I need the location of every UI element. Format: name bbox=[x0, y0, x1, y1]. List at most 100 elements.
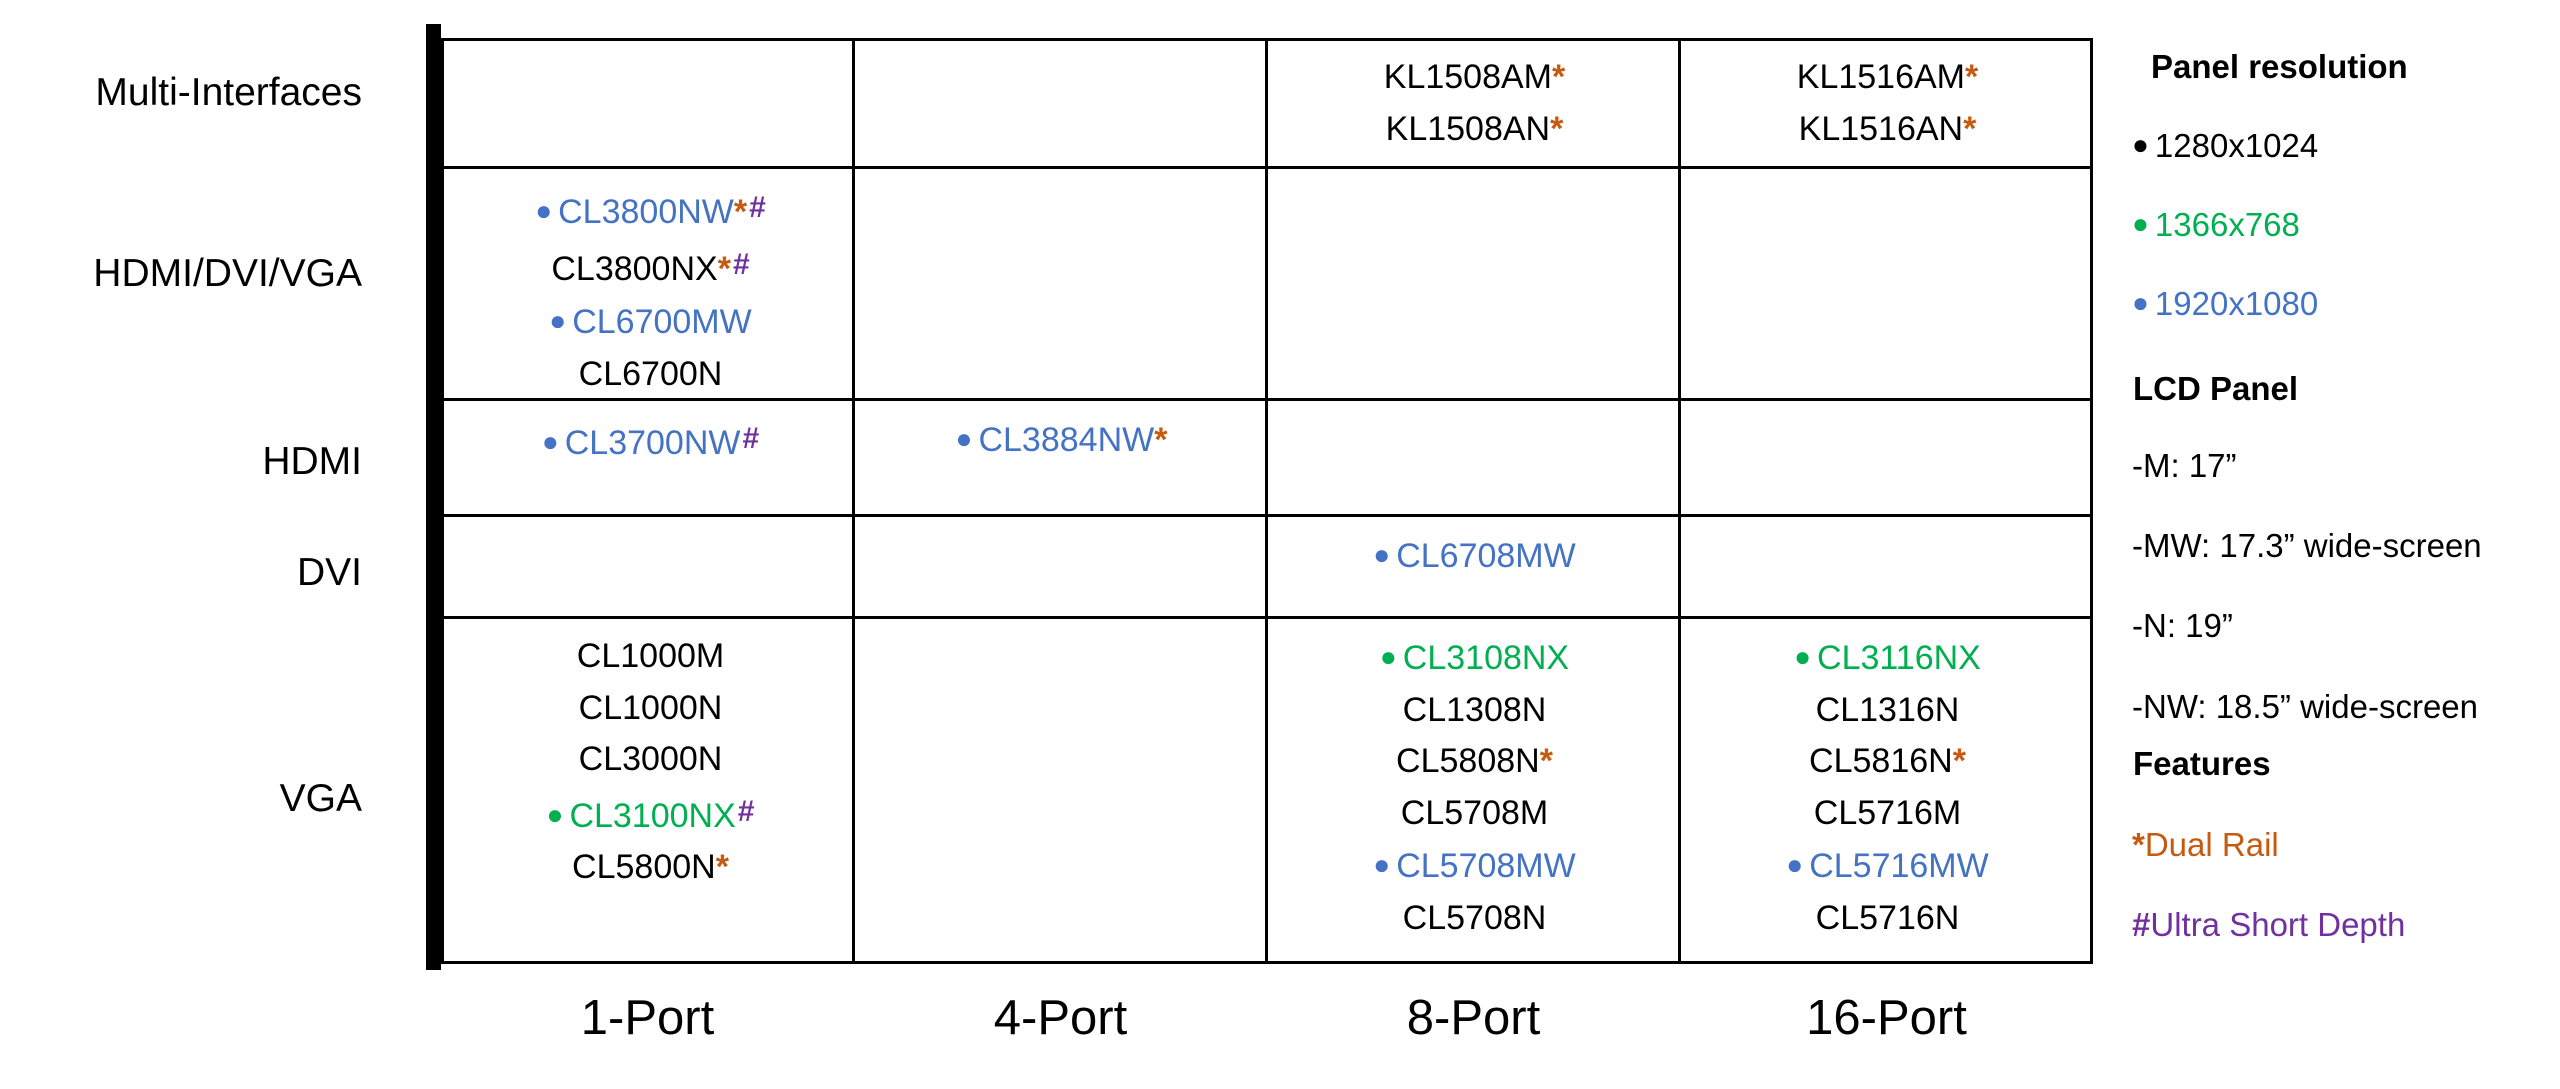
dot-icon: ● bbox=[2132, 129, 2149, 160]
dot-icon: ● bbox=[535, 195, 553, 226]
column-label-1-port: 1-Port bbox=[580, 991, 715, 1045]
cell-vga-16-port: ● CL3116NX CL1316N CL5816N* CL5716M ● CL5716MW… bbox=[1681, 631, 2094, 944]
legend-label: Dual Rail bbox=[2144, 826, 2279, 863]
model-item: CL5708M bbox=[1401, 788, 1548, 840]
column-divider bbox=[1265, 38, 1268, 964]
model-name: CL5716N bbox=[1815, 898, 1960, 937]
legend-item-1280x1024: ● 1280x1024 bbox=[2132, 127, 2318, 165]
legend-lcd-panel-title: LCD Panel bbox=[2133, 370, 2299, 407]
model-name: CL3800NX bbox=[551, 249, 718, 288]
model-name: CL6708MW bbox=[1396, 537, 1576, 575]
model-name: CL5708N bbox=[1402, 898, 1547, 937]
legend-lcd-nw: -NW: 18.5” wide-screen bbox=[2132, 688, 2479, 725]
model-item: CL5716M bbox=[1814, 788, 1961, 840]
column-divider bbox=[1678, 38, 1681, 964]
model-name: CL3800NW bbox=[558, 193, 734, 231]
model-item: CL3000N bbox=[579, 734, 723, 786]
model-name: CL5816N bbox=[1809, 742, 1953, 780]
model-item: ● CL3700NW# bbox=[542, 413, 759, 470]
dot-icon: ● bbox=[2132, 287, 2149, 318]
vertical-axis-bar bbox=[426, 24, 441, 970]
dot-icon: ● bbox=[541, 426, 559, 457]
model-name: CL5708M bbox=[1400, 793, 1549, 832]
legend-lcd-n: -N: 19” bbox=[2132, 607, 2233, 644]
model-item: CL5808N* bbox=[1396, 736, 1553, 788]
cell-hdmi-dvi-vga-1-port: ● CL3800NW*# CL3800NX*# ● CL6700MW CL6700N bbox=[444, 182, 857, 400]
row-label-vga: VGA bbox=[279, 777, 362, 820]
model-item: CL5816N* bbox=[1809, 736, 1966, 788]
ultra-short-depth-icon: # bbox=[749, 191, 766, 224]
dot-icon: ● bbox=[546, 798, 564, 830]
model-item: ● CL5708MW bbox=[1373, 839, 1575, 893]
model-item: KL1516AM* bbox=[1797, 52, 1978, 104]
dual-rail-icon: * bbox=[1154, 421, 1168, 459]
model-item: CL1000M bbox=[577, 631, 724, 683]
model-item: ● CL3108NX bbox=[1380, 631, 1569, 685]
legend-panel-resolution-title: Panel resolution bbox=[2151, 48, 2408, 85]
dot-icon: ● bbox=[2132, 208, 2149, 239]
dot-icon: ● bbox=[549, 305, 567, 336]
model-name: CL5808N bbox=[1396, 742, 1540, 780]
column-label-16-port: 16-Port bbox=[1806, 991, 1967, 1045]
legend-label: 1366x768 bbox=[2154, 206, 2300, 243]
dual-rail-icon: * bbox=[1965, 58, 1979, 96]
model-item: ● CL6708MW bbox=[1373, 529, 1575, 583]
cell-multi-interfaces-8-port: KL1508AM* KL1508AN* bbox=[1268, 52, 1681, 155]
model-name: CL1308N bbox=[1402, 690, 1547, 729]
dual-rail-icon: * bbox=[1539, 742, 1553, 780]
model-item: CL3800NX*# bbox=[551, 239, 749, 296]
ultra-short-depth-icon: # bbox=[742, 422, 760, 455]
dot-icon: ● bbox=[1373, 849, 1391, 880]
legend-ultra-short-depth: #Ultra Short Depth bbox=[2132, 906, 2405, 944]
model-name: CL3108NX bbox=[1402, 639, 1570, 677]
model-name: KL1508AN bbox=[1385, 109, 1551, 148]
cell-vga-8-port: ● CL3108NX CL1308N CL5808N* CL5708M ● CL5708MW… bbox=[1268, 631, 1681, 944]
dual-rail-icon: * bbox=[1963, 109, 1977, 148]
model-item: ● CL3800NW*# bbox=[535, 182, 766, 239]
model-name: KL1516AM bbox=[1796, 58, 1965, 96]
row-label-multi-interfaces: Multi-Interfaces bbox=[95, 71, 362, 114]
model-item: CL1316N bbox=[1816, 685, 1960, 737]
model-item: KL1508AM* bbox=[1384, 52, 1565, 104]
dot-icon: ● bbox=[1794, 641, 1812, 672]
dual-rail-icon: * bbox=[1552, 58, 1566, 96]
model-name: CL3884NW bbox=[978, 421, 1155, 459]
model-item: CL1308N bbox=[1403, 685, 1547, 737]
cell-dvi-8-port: ● CL6708MW bbox=[1268, 529, 1681, 583]
dot-icon: ● bbox=[1373, 539, 1391, 570]
model-name: CL1000N bbox=[578, 688, 723, 727]
model-item: CL1000N bbox=[579, 683, 723, 735]
model-item: KL1516AN* bbox=[1799, 104, 1977, 156]
legend-features-title: Features bbox=[2133, 745, 2271, 782]
model-name: CL5800N bbox=[572, 848, 716, 886]
ultra-short-depth-icon: # bbox=[732, 247, 750, 281]
model-name: CL5708MW bbox=[1396, 847, 1576, 885]
legend-label: 1920x1080 bbox=[2154, 285, 2319, 322]
model-name: CL3100NX bbox=[569, 796, 736, 835]
model-name: CL3116NX bbox=[1817, 639, 1981, 677]
row-label-dvi: DVI bbox=[296, 551, 362, 594]
column-label-4-port: 4-Port bbox=[993, 991, 1128, 1045]
legend-lcd-mw: -MW: 17.3” wide-screen bbox=[2132, 527, 2482, 564]
model-item: ● CL6700MW bbox=[549, 295, 751, 349]
column-label-8-port: 8-Port bbox=[1406, 991, 1541, 1045]
dual-rail-icon: * bbox=[1550, 109, 1564, 148]
row-label-hdmi: HDMI bbox=[262, 440, 362, 483]
model-item: ● CL3100NX# bbox=[547, 786, 755, 843]
model-item: ● CL3884NW* bbox=[956, 413, 1168, 467]
legend-label: Ultra Short Depth bbox=[2150, 906, 2406, 943]
model-name: CL6700N bbox=[578, 354, 723, 393]
model-name: KL1508AM bbox=[1383, 58, 1552, 96]
model-item: ● CL5716MW bbox=[1786, 839, 1988, 893]
model-name: CL5716M bbox=[1813, 793, 1962, 832]
cell-multi-interfaces-16-port: KL1516AM* KL1516AN* bbox=[1681, 52, 2094, 155]
model-name: CL1000M bbox=[576, 637, 725, 675]
model-name: CL6700MW bbox=[572, 303, 752, 341]
model-item: ● CL3116NX bbox=[1794, 631, 1981, 685]
dual-rail-icon: * bbox=[715, 848, 729, 886]
cell-hdmi-4-port: ● CL3884NW* bbox=[855, 413, 1268, 467]
model-name: CL5716MW bbox=[1809, 847, 1989, 885]
legend-lcd-m: -M: 17” bbox=[2132, 447, 2237, 484]
column-divider bbox=[852, 38, 855, 964]
model-item: CL6700N bbox=[579, 349, 723, 401]
